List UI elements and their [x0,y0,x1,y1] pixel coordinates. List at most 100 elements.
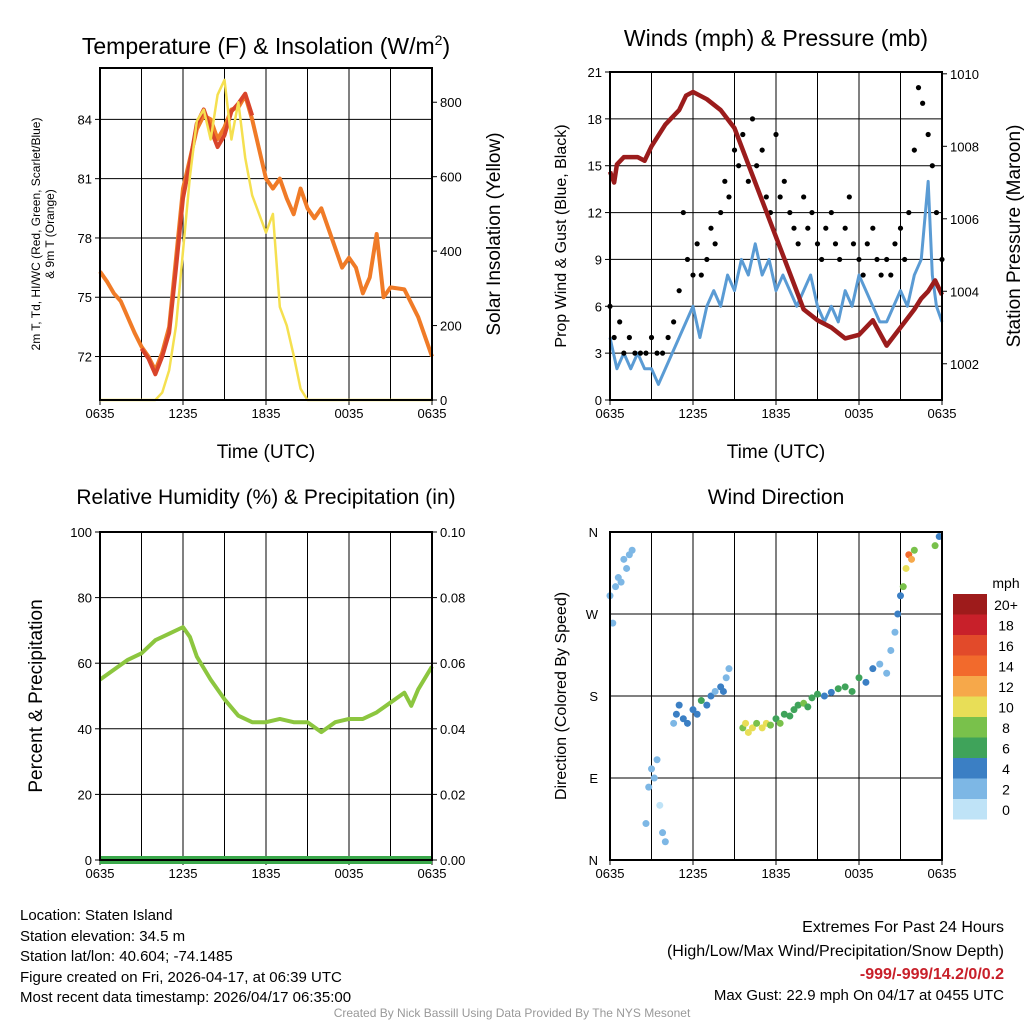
direction-point [834,685,842,693]
direction-point [648,765,655,773]
gust-point [870,225,876,231]
y-axis-label: Direction (Colored By Speed) [553,592,570,800]
colorbar-swatch [953,696,987,717]
gust-point [777,194,783,200]
gust-point [897,225,904,231]
direction-point [744,728,752,736]
x-tick-label: 0635 [928,406,957,421]
title-superscript: 2 [435,32,443,48]
max-gust-text: Max Gust: 22.9 mph On 04/17 at 0455 UTC [713,987,1004,1004]
y-tick-label: W [586,607,599,622]
colorbar-tick-label: 20+ [994,597,1018,613]
y2-tick-label: 1010 [950,67,979,82]
direction-point [675,701,683,709]
direction-point [661,838,669,846]
location-text: Location: Staten Island [20,907,173,924]
colorbar-tick-label: 14 [998,659,1014,675]
direction-point [790,706,798,714]
y2-tick-label: 0.04 [440,722,465,737]
chart-title: Temperature (F) & Insolation (W/m2) [82,32,450,59]
direction-point [862,678,870,686]
direction-point [748,724,756,732]
gust-point [860,272,866,278]
direction-point [794,701,802,709]
x-tick-label: 0635 [86,866,115,881]
colorbar-swatch [953,778,987,799]
gust-point [874,256,880,263]
y-axis-label: Prop Wind & Gust (Blue, Black) [553,124,570,347]
x-tick-label: 1835 [762,406,791,421]
direction-point [722,674,730,682]
y2-tick-label: 200 [440,319,462,334]
gust-point [680,209,686,216]
x-tick-label: 1835 [252,406,281,421]
series-relative-humidity [98,625,434,735]
colorbar-tick-label: 6 [1002,741,1010,757]
gust-point [805,225,811,231]
direction-point [642,820,650,828]
gust-point [684,256,691,263]
direction-point [670,719,678,727]
y-tick-label: 15 [588,159,602,174]
gust-point [704,256,710,263]
gust-point [654,350,660,356]
colorbar-swatch [953,737,987,758]
gust-point [884,256,890,263]
x-axis-label: Time (UTC) [727,442,826,463]
extremes-title: Extremes For Past 24 Hours [802,919,1004,936]
gust-point [781,178,787,184]
station-info: Location: Staten Island Station elevatio… [20,906,351,1009]
direction-point [758,724,766,732]
direction-point [693,710,701,718]
direction-point [703,701,711,709]
direction-point [848,687,856,695]
direction-point [620,555,628,563]
colorbar-swatch [953,758,987,779]
direction-point [623,564,631,572]
direction-point [772,715,780,723]
gust-point [745,178,751,184]
gust-point [819,256,825,263]
gust-point [933,209,940,216]
gust-point [643,350,649,356]
y2-tick-label: 800 [440,95,462,110]
gust-point [754,163,760,169]
plot-border [99,531,433,861]
y-tick-label: 40 [78,722,92,737]
gust-point [814,241,821,247]
gust-point [850,241,857,247]
y-tick-label: N [589,525,598,540]
gust-point [787,209,793,216]
y2-tick-label: 1006 [950,212,979,227]
y2-tick-label: 1008 [950,139,979,154]
x-tick-label: 1235 [679,406,708,421]
direction-point [869,665,877,673]
y-tick-label: 0 [595,393,602,408]
x-tick-label: 1235 [169,406,198,421]
y-tick-label: 20 [78,787,92,802]
gust-point [763,194,769,200]
colorbar-tick-label: 10 [998,700,1014,716]
direction-point [679,715,687,723]
gust-point [828,209,834,216]
gust-point [637,350,644,356]
direction-point [910,546,918,554]
direction-point [719,687,727,695]
direction-point [841,683,849,691]
x-tick-label: 0635 [596,866,625,881]
colorbar-swatch [953,635,987,656]
y2-tick-label: 0 [440,393,447,408]
direction-point [707,692,715,700]
y-tick-label: 72 [78,350,92,365]
y-tick-label: N [589,853,598,868]
colorbar-tick-label: 0 [1002,802,1010,818]
gust-point [611,334,617,341]
series-solar-insolation [100,78,432,402]
x-tick-label: 0635 [418,866,447,881]
direction-point [931,542,939,550]
latlon-text: Station lat/lon: 40.604; -74.1485 [20,948,233,965]
y-tick-label: 3 [595,346,602,361]
chart-title: Relative Humidity (%) & Precipitation (i… [76,486,455,509]
y-tick-label: 18 [588,112,602,127]
x-tick-label: 0635 [418,406,447,421]
